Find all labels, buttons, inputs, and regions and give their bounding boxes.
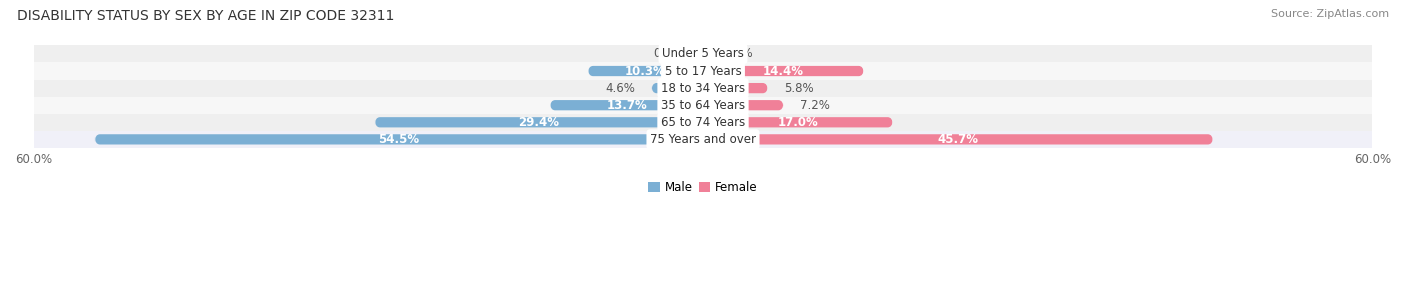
Text: 5.8%: 5.8% xyxy=(785,81,814,95)
Bar xyxy=(34,80,1372,97)
Text: Under 5 Years: Under 5 Years xyxy=(662,47,744,60)
Text: 13.7%: 13.7% xyxy=(606,99,647,112)
Text: 17.0%: 17.0% xyxy=(778,116,818,129)
Bar xyxy=(34,97,1372,114)
Text: 65 to 74 Years: 65 to 74 Years xyxy=(661,116,745,129)
FancyBboxPatch shape xyxy=(550,100,703,110)
Bar xyxy=(34,131,1372,148)
Bar xyxy=(34,114,1372,131)
Text: 7.2%: 7.2% xyxy=(800,99,830,112)
Text: 35 to 64 Years: 35 to 64 Years xyxy=(661,99,745,112)
FancyBboxPatch shape xyxy=(375,117,703,127)
Text: 18 to 34 Years: 18 to 34 Years xyxy=(661,81,745,95)
Text: 5 to 17 Years: 5 to 17 Years xyxy=(665,64,741,78)
Text: 10.3%: 10.3% xyxy=(626,64,666,78)
Bar xyxy=(34,63,1372,80)
Bar xyxy=(34,45,1372,63)
Text: Source: ZipAtlas.com: Source: ZipAtlas.com xyxy=(1271,9,1389,19)
FancyBboxPatch shape xyxy=(703,134,1213,144)
FancyBboxPatch shape xyxy=(651,83,703,93)
FancyBboxPatch shape xyxy=(588,66,703,76)
FancyBboxPatch shape xyxy=(96,134,703,144)
FancyBboxPatch shape xyxy=(703,66,863,76)
Text: 0.0%: 0.0% xyxy=(654,47,683,60)
Text: 0.0%: 0.0% xyxy=(723,47,752,60)
Text: 14.4%: 14.4% xyxy=(763,64,804,78)
Text: DISABILITY STATUS BY SEX BY AGE IN ZIP CODE 32311: DISABILITY STATUS BY SEX BY AGE IN ZIP C… xyxy=(17,9,394,23)
Text: 29.4%: 29.4% xyxy=(519,116,560,129)
Legend: Male, Female: Male, Female xyxy=(644,176,762,199)
FancyBboxPatch shape xyxy=(703,100,783,110)
Text: 75 Years and over: 75 Years and over xyxy=(650,133,756,146)
FancyBboxPatch shape xyxy=(703,83,768,93)
Text: 54.5%: 54.5% xyxy=(378,133,419,146)
Text: 4.6%: 4.6% xyxy=(605,81,636,95)
Text: 45.7%: 45.7% xyxy=(938,133,979,146)
FancyBboxPatch shape xyxy=(703,117,893,127)
